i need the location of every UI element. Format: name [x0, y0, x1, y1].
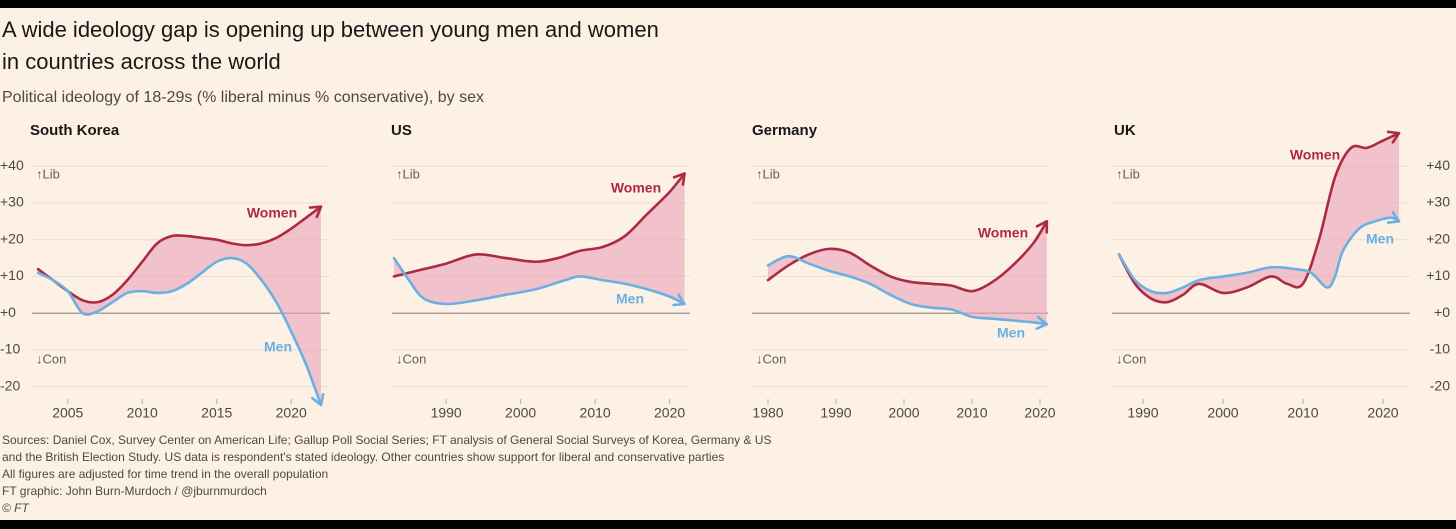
x-tick-label: 2015 [201, 405, 232, 421]
x-tick-label: 2020 [276, 405, 307, 421]
annotation: ↓Con [36, 351, 66, 366]
series-line [36, 205, 323, 304]
y-tick-label: +30 [1426, 194, 1450, 210]
arrowhead [1386, 130, 1401, 144]
title-line: A wide ideology gap is opening up betwee… [2, 17, 659, 42]
subtitle: Political ideology of 18-29s (% liberal … [2, 89, 484, 106]
y-tick-label: +40 [0, 157, 24, 173]
arrowhead [1035, 220, 1049, 234]
series-line [392, 256, 686, 306]
x-tick-label: 1990 [1127, 405, 1158, 421]
credit: FT graphic: John Burn-Murdoch / @jburnmu… [2, 484, 267, 498]
x-tick-label: 2000 [888, 405, 919, 421]
x-tick-label: 2000 [505, 405, 536, 421]
y-tick-label: -20 [1430, 377, 1450, 393]
series-line [36, 256, 323, 407]
y-tick-label: -20 [0, 377, 20, 393]
gap-area [1119, 133, 1399, 303]
series-label: Men [997, 325, 1025, 341]
arrowhead [308, 205, 323, 219]
series-label: Men [264, 339, 292, 355]
x-tick-label: 1990 [431, 405, 462, 421]
arrowhead [1386, 210, 1401, 224]
panel-title: UK [1114, 122, 1136, 139]
source-note: Sources: Daniel Cox, Survey Center on Am… [2, 433, 771, 447]
y-tick-label: -10 [1430, 341, 1450, 357]
source-note: and the British Election Study. US data … [2, 450, 724, 464]
annotation: ↑Lib [1116, 166, 1140, 181]
series-line [766, 254, 1049, 326]
y-tick-label: +0 [0, 304, 16, 320]
x-tick-label: 1980 [752, 405, 783, 421]
panel-title: US [391, 122, 412, 139]
title-line: in countries across the world [2, 49, 281, 74]
series-label: Men [616, 291, 644, 307]
annotation: ↓Con [756, 351, 786, 366]
annotation: ↑Lib [36, 166, 60, 181]
gap-area [38, 206, 321, 405]
x-tick-label: 1990 [820, 405, 851, 421]
series-label: Men [1366, 231, 1394, 247]
x-tick-label: 2020 [1367, 405, 1398, 421]
arrowhead [672, 172, 686, 186]
annotation: ↑Lib [756, 166, 780, 181]
gap-area [394, 173, 685, 305]
panel-title: South Korea [30, 122, 120, 139]
annotation: ↓Con [396, 351, 426, 366]
series-line [766, 220, 1049, 293]
y-tick-label: -10 [0, 341, 20, 357]
x-tick-label: 2005 [52, 405, 83, 421]
x-tick-label: 2000 [1207, 405, 1238, 421]
series-label: Women [611, 180, 661, 196]
x-tick-label: 2010 [956, 405, 987, 421]
arrowhead [311, 392, 325, 407]
arrowhead [1035, 315, 1049, 330]
top-bar [0, 0, 1456, 8]
series-line [1117, 131, 1401, 304]
arrowhead [672, 293, 686, 307]
y-tick-label: +10 [1426, 267, 1450, 283]
y-tick-label: +20 [1426, 230, 1450, 246]
y-tick-label: +20 [0, 230, 24, 246]
y-tick-label: +40 [1426, 157, 1450, 173]
bottom-bar [0, 520, 1456, 529]
y-tick-label: +30 [0, 194, 24, 210]
series-line [392, 172, 686, 278]
gap-area [768, 221, 1047, 325]
x-tick-label: 2010 [580, 405, 611, 421]
y-tick-label: +0 [1434, 304, 1450, 320]
series-label: Women [1290, 147, 1340, 163]
x-tick-label: 2010 [1287, 405, 1318, 421]
series-line [1117, 216, 1401, 295]
annotation: ↑Lib [396, 166, 420, 181]
annotation: ↓Con [1116, 351, 1146, 366]
y-tick-label: +10 [0, 267, 24, 283]
panel-title: Germany [752, 122, 818, 139]
series-label: Women [247, 205, 297, 221]
series-label: Women [978, 225, 1028, 241]
copyright: © FT [2, 501, 31, 515]
source-note: All figures are adjusted for time trend … [2, 467, 328, 481]
x-tick-label: 2020 [1024, 405, 1055, 421]
x-tick-label: 2020 [654, 405, 685, 421]
x-tick-label: 2010 [127, 405, 158, 421]
